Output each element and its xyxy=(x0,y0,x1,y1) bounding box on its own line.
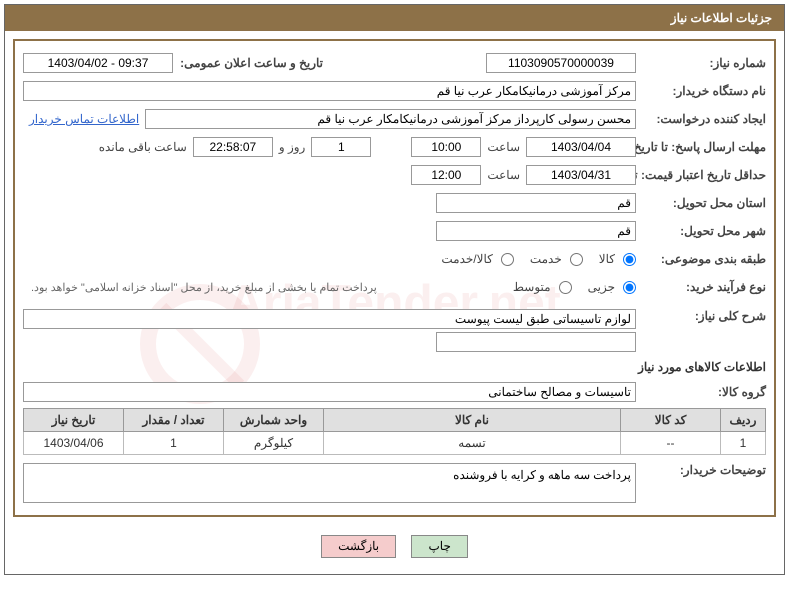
td-date: 1403/04/06 xyxy=(24,432,124,455)
province-field[interactable] xyxy=(436,193,636,213)
summary-label: شرح کلی نیاز: xyxy=(636,309,766,323)
td-code: -- xyxy=(621,432,721,455)
row-requester: ایجاد کننده درخواست: اطلاعات تماس خریدار xyxy=(23,107,766,131)
purchase-type-label: نوع فرآیند خرید: xyxy=(636,280,766,294)
radio-goods-service[interactable] xyxy=(501,253,514,266)
days-and-text: روز و xyxy=(273,140,312,154)
time-word-1: ساعت xyxy=(481,140,526,154)
td-qty: 1 xyxy=(124,432,224,455)
goods-section-title: اطلاعات کالاهای مورد نیاز xyxy=(23,360,766,374)
days-field[interactable] xyxy=(311,137,371,157)
radio-medium-group: متوسط xyxy=(513,280,572,294)
validity-label: حداقل تاریخ اعتبار قیمت: تا تاریخ: xyxy=(636,168,766,182)
radio-goods[interactable] xyxy=(623,253,636,266)
row-city: شهر محل تحویل: xyxy=(23,219,766,243)
countdown-field[interactable] xyxy=(193,137,273,157)
remaining-text: ساعت باقی مانده xyxy=(93,140,193,154)
th-name: نام کالا xyxy=(324,409,621,432)
radio-partial[interactable] xyxy=(623,281,636,294)
buyer-org-field[interactable] xyxy=(23,81,636,101)
row-summary: شرح کلی نیاز: xyxy=(23,309,766,352)
buyer-org-label: نام دستگاه خریدار: xyxy=(636,84,766,98)
city-label: شهر محل تحویل: xyxy=(636,224,766,238)
topic-label: طبقه بندی موضوعی: xyxy=(636,252,766,266)
print-button[interactable]: چاپ xyxy=(411,535,467,558)
th-code: کد کالا xyxy=(621,409,721,432)
td-unit: کیلوگرم xyxy=(224,432,324,455)
table-header-row: ردیف کد کالا نام کالا واحد شمارش تعداد /… xyxy=(24,409,766,432)
announce-label: تاریخ و ساعت اعلان عمومی: xyxy=(173,56,323,70)
button-row: چاپ بازگشت xyxy=(13,525,776,566)
radio-medium[interactable] xyxy=(559,281,572,294)
purchase-note: پرداخت تمام یا بخشی از مبلغ خرید، از محل… xyxy=(23,281,497,294)
summary-extra-field[interactable] xyxy=(436,332,636,352)
row-purchase-type: نوع فرآیند خرید: جزیی متوسط پرداخت تمام … xyxy=(23,275,766,299)
row-need-number: شماره نیاز: تاریخ و ساعت اعلان عمومی: xyxy=(23,51,766,75)
buyer-contact-link[interactable]: اطلاعات تماس خریدار xyxy=(23,112,145,126)
row-goods-group: گروه کالا: xyxy=(23,380,766,404)
time-word-2: ساعت xyxy=(481,168,526,182)
buyer-notes-label: توضیحات خریدار: xyxy=(636,463,766,477)
td-name: تسمه xyxy=(324,432,621,455)
radio-partial-group: جزیی xyxy=(588,280,636,294)
requester-label: ایجاد کننده درخواست: xyxy=(636,112,766,126)
goods-group-label: گروه کالا: xyxy=(636,385,766,399)
radio-service-label: خدمت xyxy=(530,252,562,266)
response-time-field[interactable] xyxy=(411,137,481,157)
province-label: استان محل تحویل: xyxy=(636,196,766,210)
validity-date-field[interactable] xyxy=(526,165,636,185)
need-no-field[interactable] xyxy=(486,53,636,73)
need-no-label: شماره نیاز: xyxy=(636,56,766,70)
radio-goods-service-group: کالا/خدمت xyxy=(441,252,513,266)
radio-goods-label: کالا xyxy=(599,252,615,266)
radio-service[interactable] xyxy=(570,253,583,266)
buyer-notes-field[interactable] xyxy=(23,463,636,503)
back-button[interactable]: بازگشت xyxy=(321,535,396,558)
radio-goods-service-label: کالا/خدمت xyxy=(441,252,492,266)
row-buyer-notes: توضیحات خریدار: xyxy=(23,463,766,503)
radio-service-group: خدمت xyxy=(530,252,583,266)
radio-partial-label: جزیی xyxy=(588,280,615,294)
row-validity: حداقل تاریخ اعتبار قیمت: تا تاریخ: ساعت xyxy=(23,163,766,187)
row-province: استان محل تحویل: xyxy=(23,191,766,215)
goods-group-field[interactable] xyxy=(23,382,636,402)
content-area: شماره نیاز: تاریخ و ساعت اعلان عمومی: نا… xyxy=(5,31,784,574)
response-deadline-label: مهلت ارسال پاسخ: تا تاریخ: xyxy=(636,140,766,154)
city-field[interactable] xyxy=(436,221,636,241)
radio-goods-group: کالا xyxy=(599,252,636,266)
row-buyer-org: نام دستگاه خریدار: xyxy=(23,79,766,103)
validity-time-field[interactable] xyxy=(411,165,481,185)
th-date: تاریخ نیاز xyxy=(24,409,124,432)
response-date-field[interactable] xyxy=(526,137,636,157)
announce-field[interactable] xyxy=(23,53,173,73)
th-row: ردیف xyxy=(721,409,766,432)
requester-field[interactable] xyxy=(145,109,636,129)
th-unit: واحد شمارش xyxy=(224,409,324,432)
panel-header: جزئیات اطلاعات نیاز xyxy=(5,5,784,31)
page-container: جزئیات اطلاعات نیاز شماره نیاز: تاریخ و … xyxy=(4,4,785,575)
main-fieldset: شماره نیاز: تاریخ و ساعت اعلان عمومی: نا… xyxy=(13,39,776,517)
table-row: 1 -- تسمه کیلوگرم 1 1403/04/06 xyxy=(24,432,766,455)
row-topic: طبقه بندی موضوعی: کالا خدمت کالا/خدمت xyxy=(23,247,766,271)
goods-table: ردیف کد کالا نام کالا واحد شمارش تعداد /… xyxy=(23,408,766,455)
row-response-deadline: مهلت ارسال پاسخ: تا تاریخ: ساعت روز و سا… xyxy=(23,135,766,159)
th-qty: تعداد / مقدار xyxy=(124,409,224,432)
td-row: 1 xyxy=(721,432,766,455)
summary-field[interactable] xyxy=(23,309,636,329)
radio-medium-label: متوسط xyxy=(513,280,551,294)
panel-title: جزئیات اطلاعات نیاز xyxy=(671,11,772,25)
